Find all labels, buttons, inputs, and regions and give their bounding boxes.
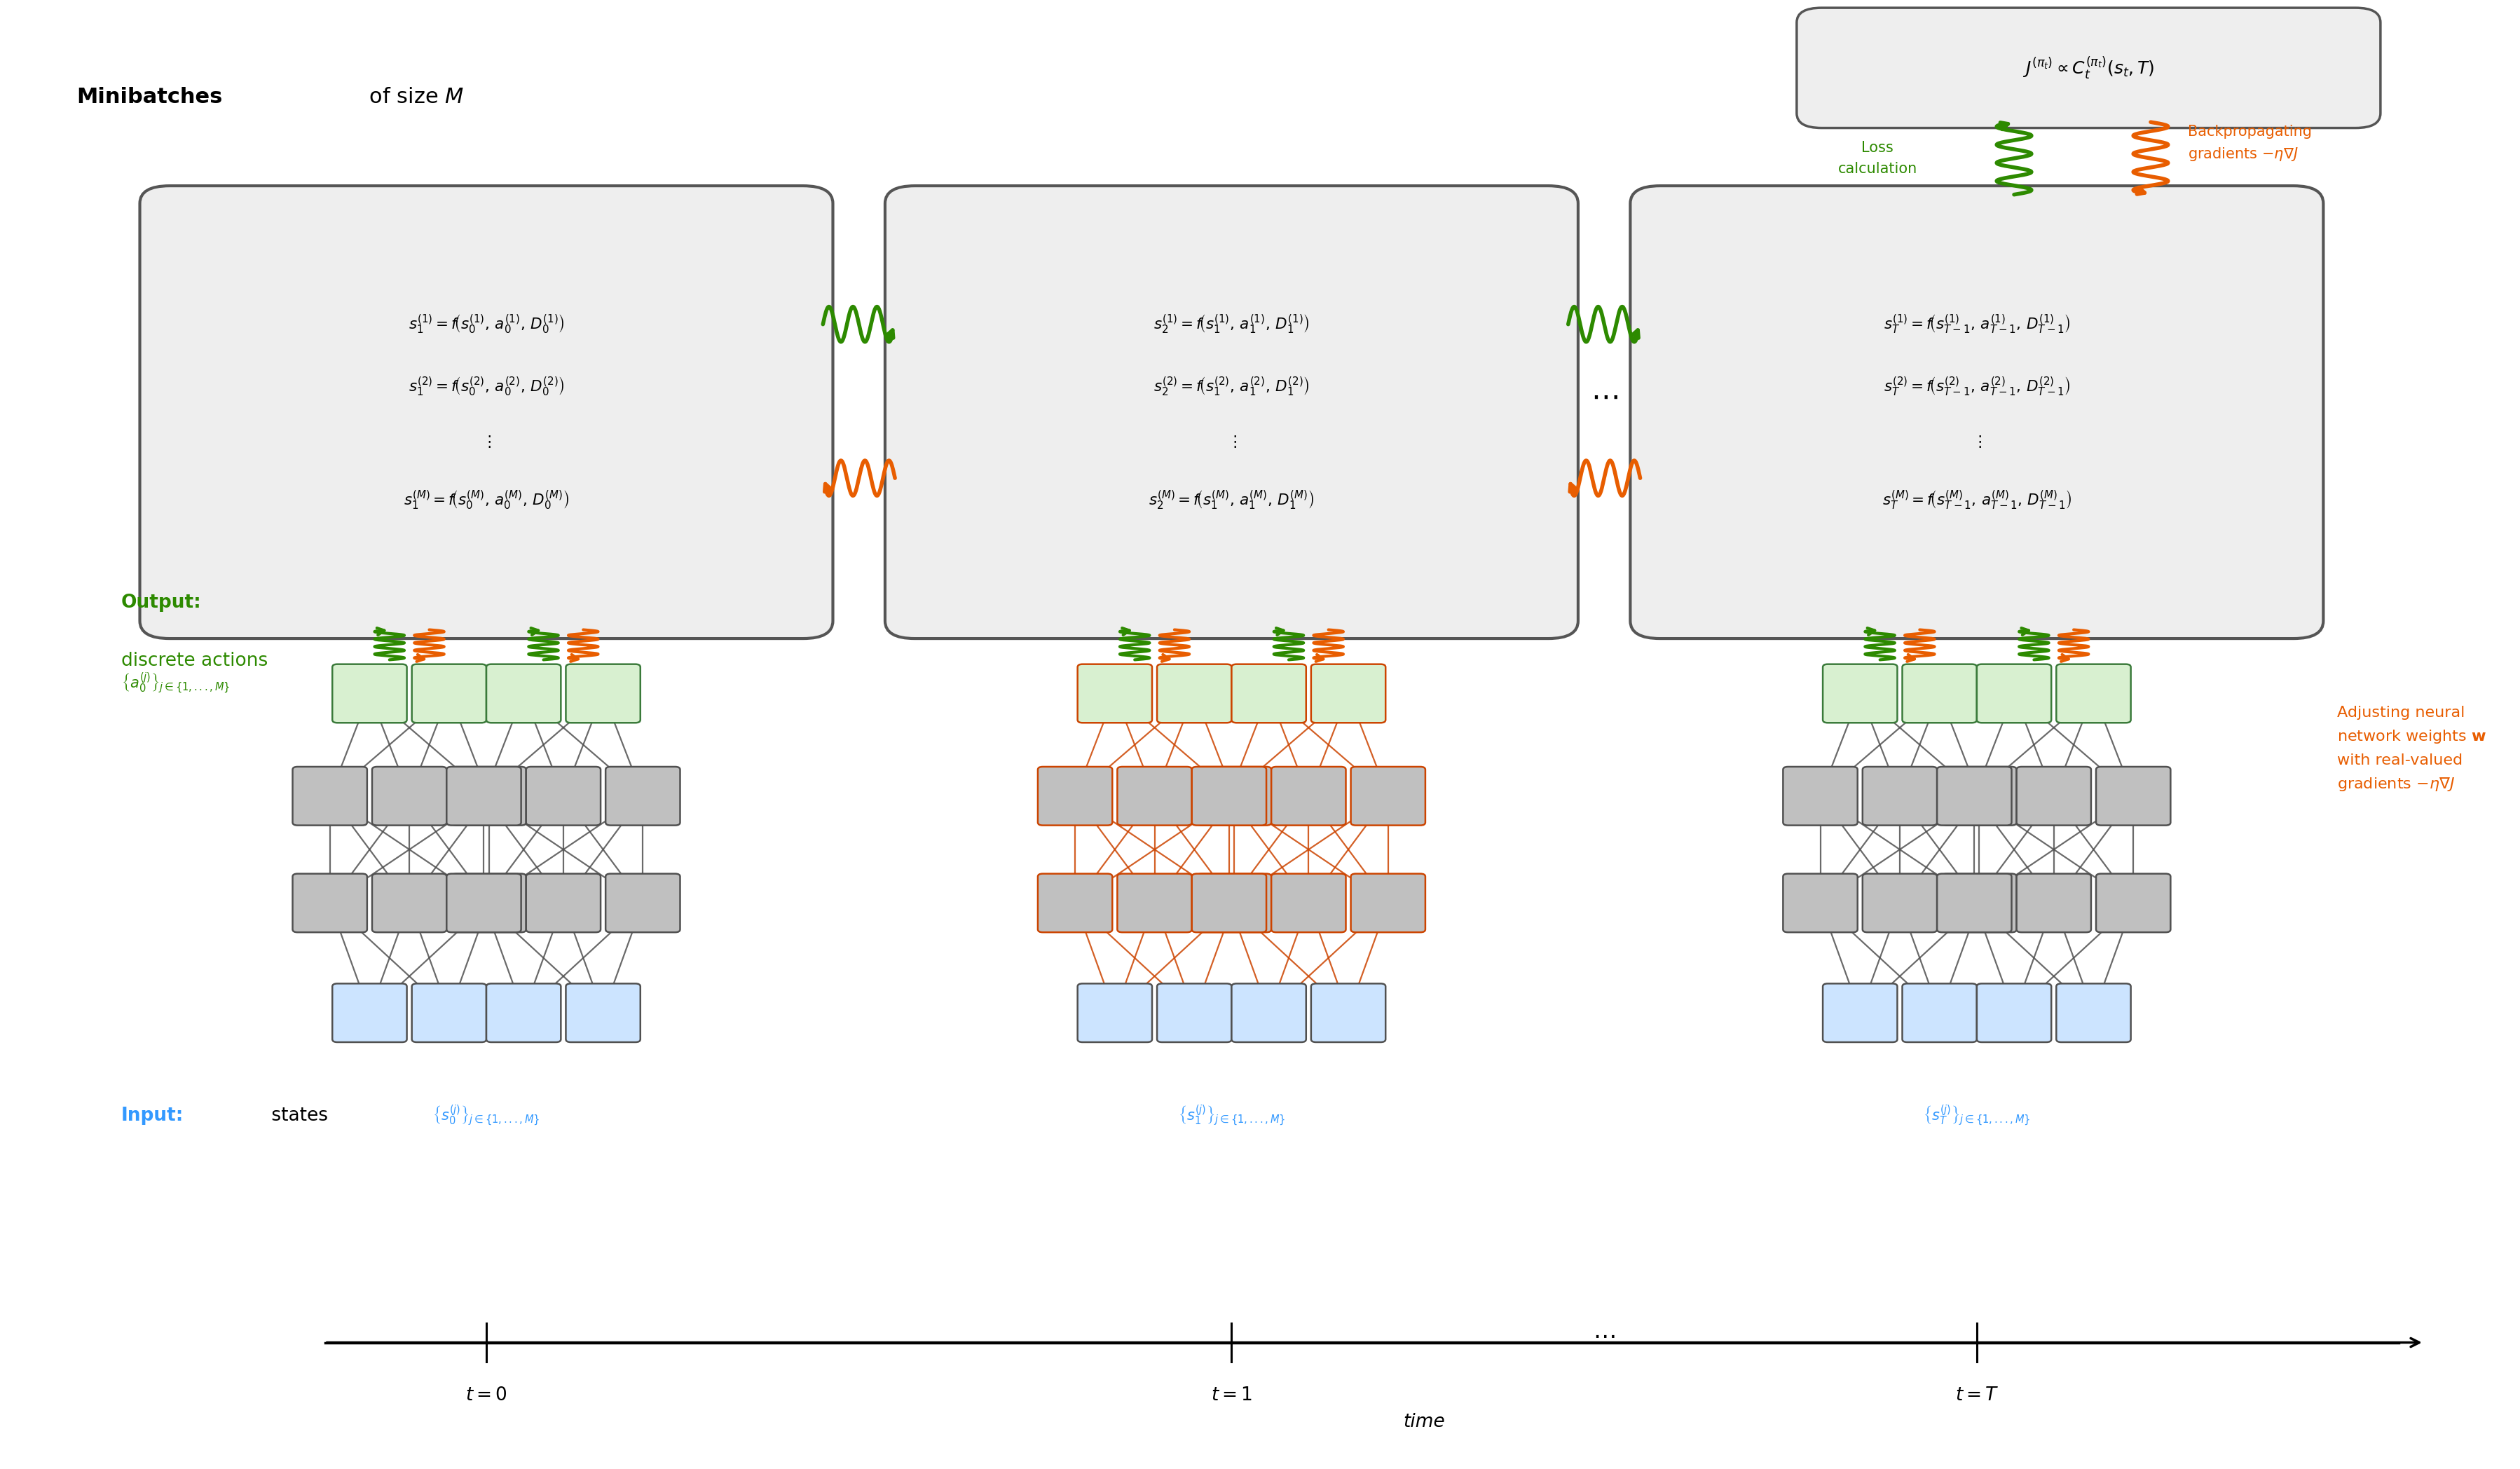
- FancyBboxPatch shape: [605, 874, 680, 933]
- FancyBboxPatch shape: [292, 767, 368, 826]
- Text: $s_2^{(1)} = f\!\left(s_1^{(1)},\, a_1^{(1)},\, D_1^{(1)}\right)$

$s_2^{(2)} = : $s_2^{(1)} = f\!\left(s_1^{(1)},\, a_1^{…: [1149, 313, 1315, 511]
- FancyBboxPatch shape: [2056, 984, 2132, 1042]
- FancyBboxPatch shape: [411, 984, 486, 1042]
- Text: time: time: [1404, 1413, 1444, 1431]
- Text: states: states: [265, 1106, 328, 1125]
- Text: $s_1^{(1)} = f\!\left(s_0^{(1)},\, a_0^{(1)},\, D_0^{(1)}\right)$

$s_1^{(2)} = : $s_1^{(1)} = f\!\left(s_0^{(1)},\, a_0^{…: [403, 313, 570, 511]
- FancyBboxPatch shape: [1038, 874, 1111, 933]
- Text: Input:: Input:: [121, 1106, 184, 1125]
- FancyBboxPatch shape: [292, 874, 368, 933]
- FancyBboxPatch shape: [1310, 984, 1386, 1042]
- FancyBboxPatch shape: [1116, 767, 1192, 826]
- FancyBboxPatch shape: [1976, 664, 2051, 723]
- FancyBboxPatch shape: [1784, 874, 1857, 933]
- Text: $t = 0$: $t = 0$: [466, 1387, 507, 1404]
- FancyBboxPatch shape: [1270, 874, 1346, 933]
- FancyBboxPatch shape: [1943, 874, 2016, 933]
- Text: $\cdots$: $\cdots$: [1593, 1324, 1615, 1347]
- FancyBboxPatch shape: [1784, 767, 1857, 826]
- FancyBboxPatch shape: [2016, 767, 2092, 826]
- FancyBboxPatch shape: [1232, 984, 1305, 1042]
- Text: $J^{(\pi_t)} \propto C_t^{(\pi_t)}(s_t, T)$: $J^{(\pi_t)} \propto C_t^{(\pi_t)}(s_t, …: [2024, 54, 2155, 81]
- FancyBboxPatch shape: [2097, 767, 2170, 826]
- FancyBboxPatch shape: [1862, 874, 1938, 933]
- Text: $t = 1$: $t = 1$: [1212, 1387, 1252, 1404]
- FancyBboxPatch shape: [486, 984, 562, 1042]
- Text: Output:: Output:: [121, 593, 202, 611]
- FancyBboxPatch shape: [567, 984, 640, 1042]
- FancyBboxPatch shape: [1903, 984, 1976, 1042]
- FancyBboxPatch shape: [333, 664, 406, 723]
- FancyBboxPatch shape: [1192, 767, 1268, 826]
- FancyBboxPatch shape: [527, 767, 600, 826]
- FancyBboxPatch shape: [567, 664, 640, 723]
- FancyBboxPatch shape: [1822, 664, 1898, 723]
- Text: Backpropagating
gradients $-\eta\nabla J$: Backpropagating gradients $-\eta\nabla J…: [2187, 125, 2311, 163]
- FancyBboxPatch shape: [2016, 874, 2092, 933]
- FancyBboxPatch shape: [2097, 874, 2170, 933]
- FancyBboxPatch shape: [333, 984, 406, 1042]
- FancyBboxPatch shape: [2056, 664, 2132, 723]
- FancyBboxPatch shape: [1232, 664, 1305, 723]
- FancyBboxPatch shape: [1079, 664, 1152, 723]
- FancyBboxPatch shape: [373, 874, 446, 933]
- FancyBboxPatch shape: [139, 185, 834, 639]
- FancyBboxPatch shape: [1351, 767, 1426, 826]
- Text: discrete actions: discrete actions: [121, 652, 267, 670]
- FancyBboxPatch shape: [411, 664, 486, 723]
- Text: $\cdots$: $\cdots$: [1590, 383, 1618, 413]
- FancyBboxPatch shape: [1822, 984, 1898, 1042]
- Text: $\left\{s_0^{(j)}\right\}_{j\in\{1,...,M\}}$: $\left\{s_0^{(j)}\right\}_{j\in\{1,...,M…: [433, 1103, 539, 1128]
- FancyBboxPatch shape: [1351, 874, 1426, 933]
- Text: Adjusting neural
network weights $\mathbf{w}$
with real-valued
gradients $-\eta\: Adjusting neural network weights $\mathb…: [2336, 705, 2487, 793]
- FancyBboxPatch shape: [1938, 874, 2011, 933]
- FancyBboxPatch shape: [1116, 874, 1192, 933]
- Text: $s_T^{(1)} = f\!\left(s_{T-1}^{(1)},\, a_{T-1}^{(1)},\, D_{T-1}^{(1)}\right)$

$: $s_T^{(1)} = f\!\left(s_{T-1}^{(1)},\, a…: [1882, 313, 2071, 511]
- FancyBboxPatch shape: [1079, 984, 1152, 1042]
- FancyBboxPatch shape: [1797, 7, 2381, 128]
- Text: Minibatches: Minibatches: [76, 87, 222, 107]
- FancyBboxPatch shape: [446, 767, 522, 826]
- FancyBboxPatch shape: [451, 874, 527, 933]
- FancyBboxPatch shape: [885, 185, 1578, 639]
- FancyBboxPatch shape: [1630, 185, 2323, 639]
- FancyBboxPatch shape: [1192, 874, 1268, 933]
- FancyBboxPatch shape: [1943, 767, 2016, 826]
- FancyBboxPatch shape: [1862, 767, 1938, 826]
- FancyBboxPatch shape: [451, 767, 527, 826]
- FancyBboxPatch shape: [1270, 767, 1346, 826]
- FancyBboxPatch shape: [446, 874, 522, 933]
- FancyBboxPatch shape: [486, 664, 562, 723]
- FancyBboxPatch shape: [1938, 767, 2011, 826]
- FancyBboxPatch shape: [1157, 664, 1232, 723]
- Text: of size $M$: of size $M$: [363, 87, 464, 107]
- Text: $\left\{a_0^{(j)}\right\}_{j\in\{1,...,M\}}$: $\left\{a_0^{(j)}\right\}_{j\in\{1,...,M…: [121, 671, 229, 695]
- FancyBboxPatch shape: [1157, 984, 1232, 1042]
- FancyBboxPatch shape: [527, 874, 600, 933]
- FancyBboxPatch shape: [1197, 767, 1270, 826]
- FancyBboxPatch shape: [1197, 874, 1270, 933]
- FancyBboxPatch shape: [605, 767, 680, 826]
- FancyBboxPatch shape: [1310, 664, 1386, 723]
- Text: $\left\{s_T^{(j)}\right\}_{j\in\{1,...,M\}}$: $\left\{s_T^{(j)}\right\}_{j\in\{1,...,M…: [1923, 1103, 2031, 1128]
- Text: Loss
calculation: Loss calculation: [1837, 141, 1918, 176]
- FancyBboxPatch shape: [373, 767, 446, 826]
- Text: $\left\{s_1^{(j)}\right\}_{j\in\{1,...,M\}}$: $\left\{s_1^{(j)}\right\}_{j\in\{1,...,M…: [1177, 1103, 1285, 1128]
- Text: $t = T$: $t = T$: [1956, 1387, 1998, 1404]
- FancyBboxPatch shape: [1976, 984, 2051, 1042]
- FancyBboxPatch shape: [1903, 664, 1976, 723]
- FancyBboxPatch shape: [1038, 767, 1111, 826]
